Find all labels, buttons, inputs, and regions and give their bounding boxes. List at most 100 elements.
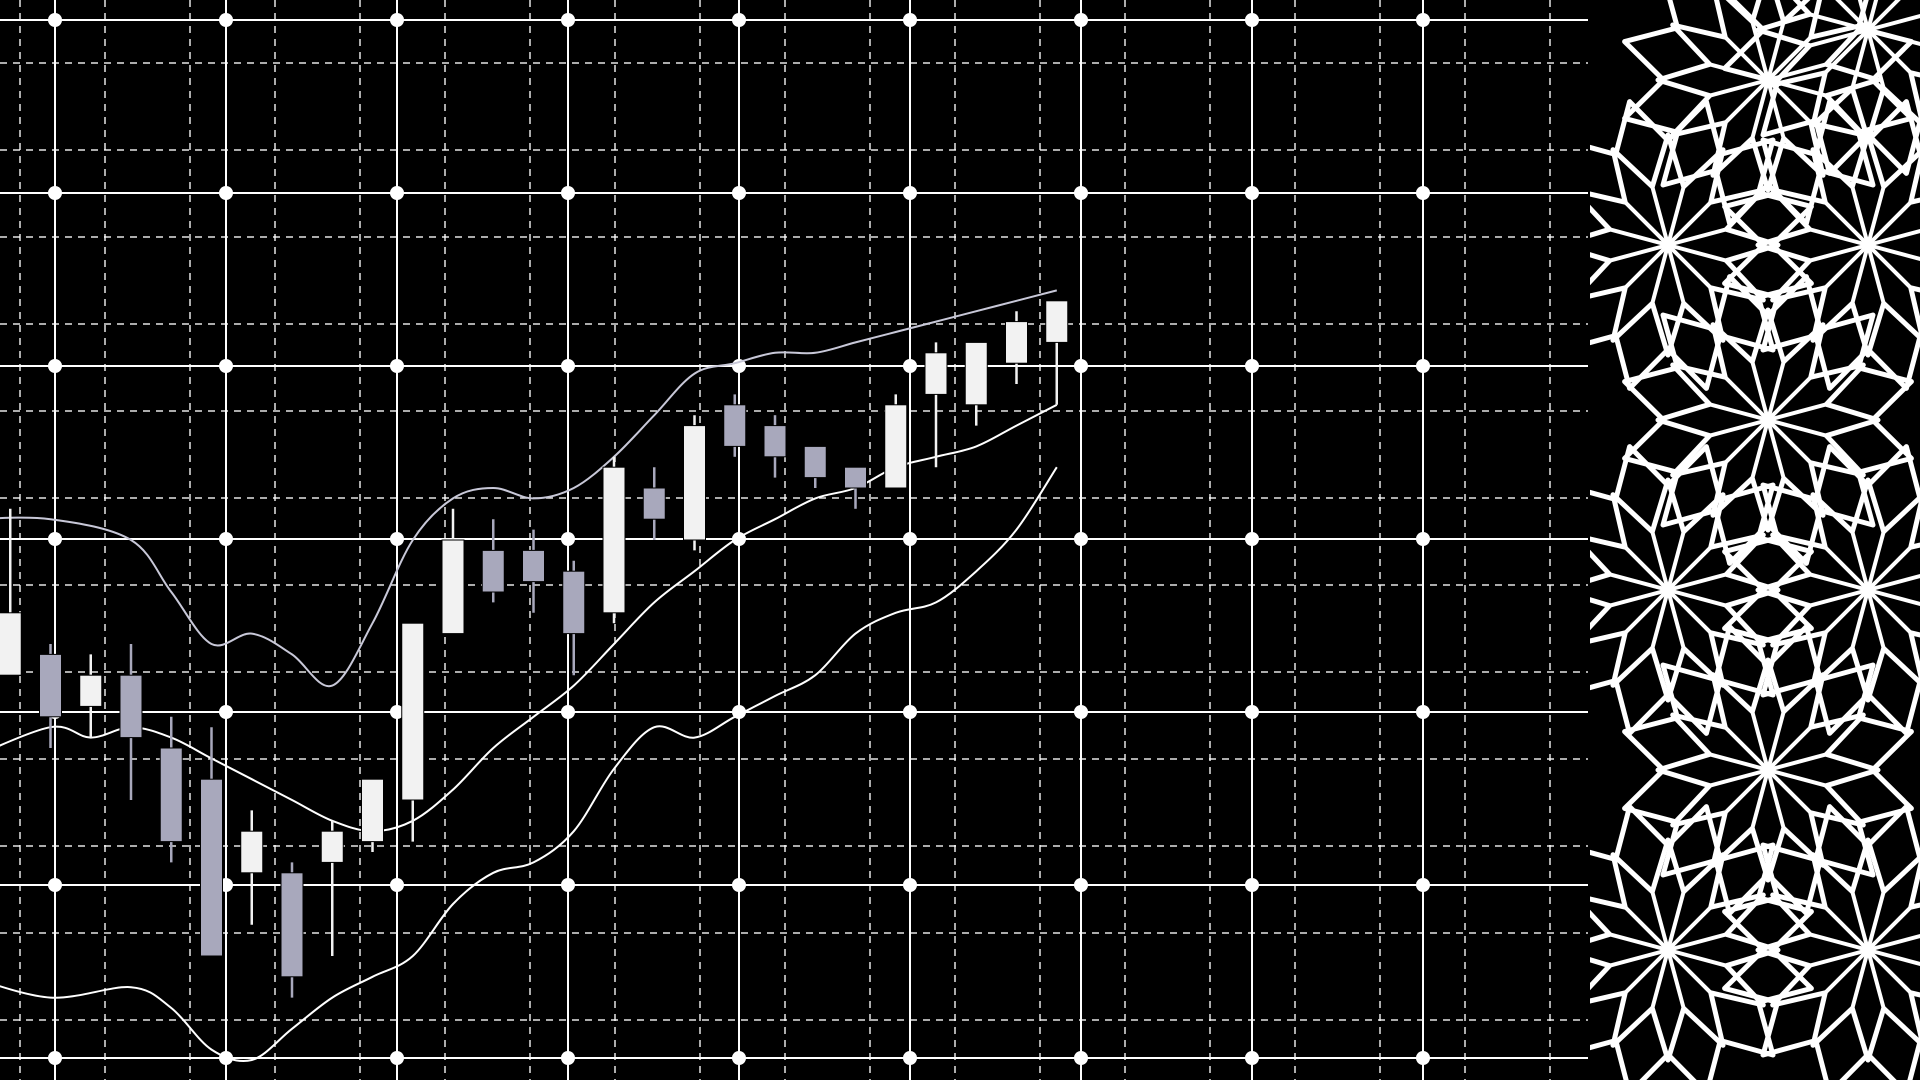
grid-dot	[219, 532, 233, 546]
candle-bearish	[481, 519, 505, 603]
band-middle-band	[0, 403, 1058, 833]
candle-body	[441, 539, 465, 635]
star-spoke	[1867, 243, 1920, 262]
grid-dot	[1074, 359, 1088, 373]
grid-dot	[1416, 359, 1430, 373]
band-upper-band	[0, 289, 1058, 688]
candle-body	[1045, 300, 1069, 343]
star-spoke	[1767, 418, 1827, 438]
candle-bullish	[361, 778, 384, 852]
grid-dot	[1074, 878, 1088, 892]
star-rosette	[1622, 0, 1914, 226]
star-spoke	[1866, 28, 1913, 75]
star-spoke	[1767, 62, 1827, 82]
candle-bearish	[159, 716, 183, 863]
grid-dot	[1416, 1051, 1430, 1065]
candle-body	[844, 466, 867, 489]
candle-bearish	[119, 644, 143, 800]
star-outer-ring	[1622, 274, 1914, 566]
candle-body	[924, 352, 948, 395]
star-spoke	[1723, 768, 1770, 815]
star-outline	[1588, 837, 1781, 1063]
grid-dot	[219, 13, 233, 27]
star-spoke	[1767, 768, 1827, 788]
geometric-star-pattern-panel	[1588, 0, 1920, 1080]
candle-bearish	[200, 727, 223, 957]
grid-dot	[1416, 705, 1430, 719]
star-spoke	[1767, 78, 1827, 98]
grid-dot	[1416, 13, 1430, 27]
star-spoke	[1766, 35, 1813, 82]
star-spoke	[1623, 948, 1670, 995]
star-spoke	[1666, 200, 1713, 247]
star-spoke	[1667, 243, 1727, 263]
grid-dot	[390, 705, 404, 719]
grid-dot	[390, 878, 404, 892]
star-outer-ring	[1722, 804, 1920, 1080]
star-spoke	[1650, 891, 1670, 951]
grid-dot	[732, 186, 746, 200]
candle-bullish	[602, 456, 626, 624]
grid-dot	[903, 186, 917, 200]
star-spoke	[1867, 13, 1920, 32]
grid-dot	[48, 878, 62, 892]
candle-bearish	[562, 560, 586, 676]
grid-dot	[219, 186, 233, 200]
star-rosette	[1588, 804, 1814, 1080]
grid-dot	[561, 359, 575, 373]
star-spoke	[1850, 589, 1870, 649]
star-spoke	[1666, 588, 1713, 635]
grid-dot	[732, 13, 746, 27]
star-spoke	[1723, 375, 1770, 422]
star-outline	[1588, 477, 1781, 703]
candle-bearish	[803, 445, 827, 488]
star-spoke	[1823, 948, 1870, 995]
star-spoke	[1766, 21, 1786, 81]
candle-body	[280, 872, 304, 978]
star-spoke	[1650, 186, 1670, 246]
grid-dot	[48, 13, 62, 27]
candle-bearish	[39, 644, 62, 748]
star-outer-ring	[1588, 804, 1814, 1080]
candle-body	[200, 778, 223, 957]
star-spoke	[1667, 572, 1727, 592]
candle-bullish	[0, 508, 22, 676]
candle-body	[159, 747, 183, 843]
star-spoke	[1857, 0, 1870, 31]
star-spoke	[1723, 418, 1770, 465]
candle-bullish	[924, 342, 948, 468]
candles	[0, 300, 1069, 998]
star-spoke	[1850, 949, 1870, 1009]
star-spoke	[1623, 905, 1670, 952]
grid-dot	[561, 1051, 575, 1065]
star-outer-ring	[1622, 0, 1914, 226]
star-spoke	[1823, 243, 1870, 290]
star-spoke	[1766, 79, 1786, 139]
grid-dot	[390, 532, 404, 546]
grid-dot	[1245, 186, 1259, 200]
band-lower-band	[0, 466, 1058, 1063]
candle-bullish	[884, 394, 908, 489]
star-spoke	[1766, 768, 1813, 815]
star-outline	[1655, 0, 1881, 193]
grid-dot	[903, 878, 917, 892]
pattern-root	[1588, 0, 1920, 1080]
star-rosette	[1622, 274, 1914, 566]
grid-dot	[48, 186, 62, 200]
candle-body	[1005, 321, 1028, 364]
grid-dot	[1074, 705, 1088, 719]
star-spoke	[1723, 78, 1770, 125]
star-spoke	[1623, 200, 1670, 247]
star-spoke	[1866, 588, 1913, 635]
candle-bearish	[642, 467, 666, 540]
star-spoke	[1850, 891, 1870, 951]
grid-dot	[732, 1051, 746, 1065]
grid-dot	[390, 359, 404, 373]
band-lines	[0, 289, 1058, 1063]
star-spoke	[1809, 588, 1869, 608]
star-spoke	[1666, 545, 1713, 592]
star-spoke	[1666, 589, 1686, 649]
star-spoke	[1866, 200, 1913, 247]
star-spoke	[1767, 402, 1827, 422]
